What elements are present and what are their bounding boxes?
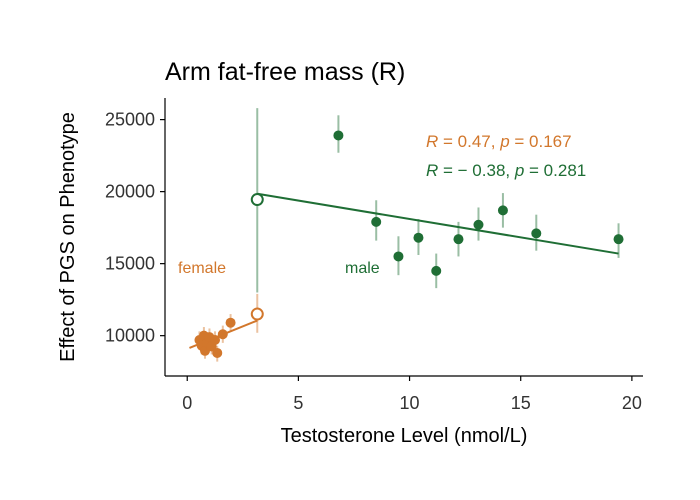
y-tick-label: 15000 xyxy=(105,254,155,274)
stats-part: p xyxy=(499,132,509,151)
series-label-male: male xyxy=(345,260,380,277)
y-ticks: 10000 15000 20000 25000 xyxy=(105,110,165,346)
data-point xyxy=(613,234,624,245)
x-tick-label: 0 xyxy=(182,393,192,413)
data-point xyxy=(210,334,221,345)
plot-marks xyxy=(189,108,624,362)
data-point xyxy=(212,347,223,358)
y-tick-label: 25000 xyxy=(105,110,155,130)
stats-part: R xyxy=(426,132,438,151)
data-point xyxy=(453,234,464,245)
open-data-point xyxy=(250,193,264,207)
chart-title: Arm fat-free mass (R) xyxy=(165,58,405,86)
x-tick-label: 5 xyxy=(293,393,303,413)
data-point xyxy=(497,205,508,216)
data-point xyxy=(393,251,404,262)
series-male xyxy=(250,108,624,293)
data-point xyxy=(217,329,228,340)
x-axis-label: Testosterone Level (nmol/L) xyxy=(281,425,528,447)
x-ticks: 0 5 10 15 20 xyxy=(182,376,642,413)
stats-part: = 0.167 xyxy=(510,132,572,151)
x-tick-label: 20 xyxy=(622,393,642,413)
data-point xyxy=(371,216,382,227)
stats-male: R = − 0.38, p = 0.281 xyxy=(426,161,586,180)
stats-female: R = 0.47, p = 0.167 xyxy=(426,132,572,151)
stats-part: R xyxy=(426,161,438,180)
x-tick-label: 15 xyxy=(511,393,531,413)
data-point xyxy=(413,232,424,243)
y-tick-label: 20000 xyxy=(105,182,155,202)
fit-line xyxy=(257,192,619,255)
series-female xyxy=(189,293,264,362)
data-point xyxy=(225,317,236,328)
x-tick-label: 10 xyxy=(400,393,420,413)
stats-part: p xyxy=(514,161,524,180)
y-axis-label: Effect of PGS on Phenotype xyxy=(57,112,79,362)
data-point xyxy=(531,228,542,239)
open-data-point xyxy=(250,307,264,321)
y-tick-label: 10000 xyxy=(105,326,155,346)
stats-part: = 0.47, xyxy=(438,132,500,151)
data-point xyxy=(333,130,344,141)
data-point xyxy=(473,219,484,230)
stats-part: = − 0.38, xyxy=(438,161,515,180)
data-point xyxy=(431,265,442,276)
stats-part: = 0.281 xyxy=(524,161,586,180)
series-label-female: female xyxy=(178,260,226,277)
